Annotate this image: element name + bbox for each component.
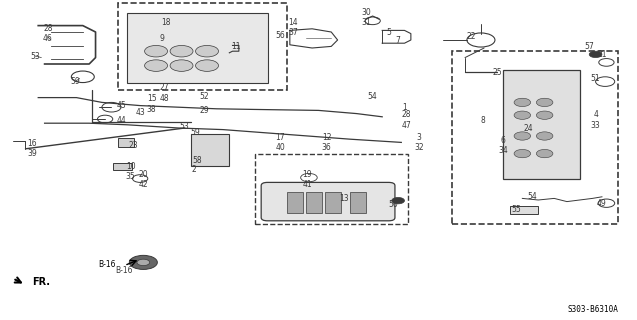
Bar [350, 192, 366, 213]
Text: 14
37: 14 37 [288, 18, 298, 37]
Text: 12
36: 12 36 [322, 133, 332, 152]
Text: 54: 54 [368, 92, 378, 100]
Text: 57: 57 [584, 42, 594, 51]
Text: 24: 24 [524, 124, 534, 132]
Circle shape [536, 111, 553, 119]
Bar [113, 163, 132, 170]
Text: 8: 8 [480, 116, 485, 124]
Bar [325, 192, 341, 213]
FancyBboxPatch shape [261, 182, 395, 221]
Bar [287, 192, 303, 213]
Circle shape [536, 149, 553, 158]
Text: 3
32: 3 32 [414, 133, 424, 152]
Circle shape [145, 45, 168, 57]
Text: 28
46: 28 46 [43, 24, 53, 43]
Text: B-16: B-16 [99, 260, 116, 269]
Text: 10
35: 10 35 [125, 162, 136, 181]
Text: 44: 44 [116, 116, 126, 124]
Text: 2: 2 [192, 165, 197, 174]
Circle shape [514, 111, 531, 119]
Text: 56: 56 [275, 31, 285, 40]
Bar [191, 134, 229, 166]
Bar [306, 192, 322, 213]
Text: 54: 54 [527, 192, 537, 201]
Text: 23: 23 [129, 141, 139, 150]
Text: 43: 43 [135, 108, 145, 116]
Circle shape [536, 98, 553, 107]
Text: FR.: FR. [32, 276, 50, 287]
Text: 5: 5 [386, 28, 391, 36]
Text: B-16: B-16 [115, 266, 133, 275]
Circle shape [196, 45, 218, 57]
Text: 7: 7 [396, 36, 401, 44]
Text: 30
31: 30 31 [361, 8, 371, 27]
Circle shape [392, 197, 404, 204]
Text: 4
33: 4 33 [590, 110, 601, 130]
Text: 16
39: 16 39 [27, 139, 37, 158]
Text: 11: 11 [231, 42, 240, 51]
Bar [503, 70, 580, 179]
Text: 55: 55 [511, 205, 521, 214]
Text: 1: 1 [402, 103, 407, 112]
Circle shape [589, 51, 602, 58]
Text: 53: 53 [30, 52, 40, 60]
Circle shape [514, 149, 531, 158]
Text: 28
47: 28 47 [401, 110, 412, 130]
Text: 6
34: 6 34 [498, 136, 508, 155]
Bar [255, 154, 408, 224]
Text: 58: 58 [192, 156, 203, 164]
Text: 51: 51 [590, 74, 601, 83]
Text: 17
40: 17 40 [275, 133, 285, 152]
Text: 29: 29 [199, 106, 209, 115]
Text: 22: 22 [467, 32, 476, 41]
Circle shape [145, 60, 168, 71]
Circle shape [514, 98, 531, 107]
Text: 50: 50 [388, 200, 398, 209]
Text: 21: 21 [598, 50, 606, 59]
Text: 9: 9 [160, 34, 165, 43]
Bar [118, 138, 134, 147]
Circle shape [170, 60, 193, 71]
Circle shape [170, 45, 193, 57]
Text: 49: 49 [597, 199, 607, 208]
Text: 25: 25 [492, 68, 502, 76]
Bar [118, 3, 287, 90]
Text: 59: 59 [190, 128, 201, 137]
Text: S303-B6310A: S303-B6310A [567, 305, 618, 314]
Text: 45: 45 [116, 101, 126, 110]
Text: 59: 59 [70, 77, 80, 86]
Text: 13: 13 [339, 194, 349, 203]
Text: 18: 18 [161, 18, 170, 27]
Circle shape [196, 60, 218, 71]
Bar [452, 51, 618, 224]
Text: 20
42: 20 42 [138, 170, 148, 189]
Bar [127, 13, 268, 83]
Text: 15
38: 15 38 [147, 94, 157, 114]
Circle shape [536, 132, 553, 140]
Circle shape [129, 255, 157, 269]
Circle shape [514, 132, 531, 140]
Circle shape [137, 259, 150, 266]
Text: 27
48: 27 48 [159, 83, 169, 102]
Bar [510, 206, 538, 214]
Text: 53: 53 [180, 122, 190, 131]
Text: 19
41: 19 41 [302, 170, 312, 189]
Text: 52: 52 [199, 92, 209, 100]
